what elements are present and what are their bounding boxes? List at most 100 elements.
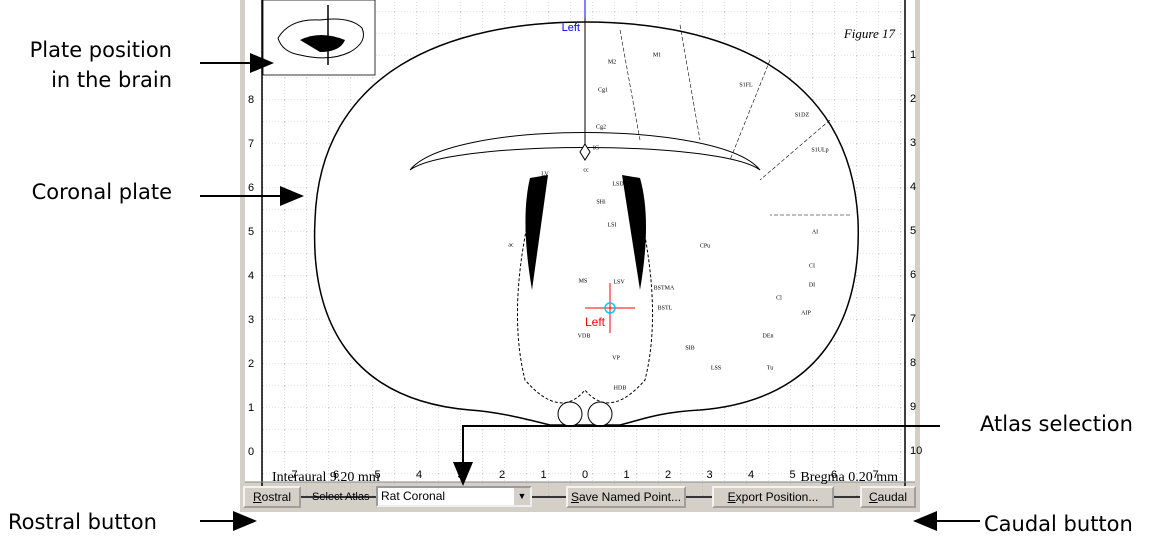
brain-outline — [313, 21, 859, 426]
caudal-button[interactable]: Caudal — [860, 486, 916, 508]
atlas-value: Rat Coronal — [381, 489, 446, 503]
save-button[interactable]: Save Named Point... — [566, 486, 686, 508]
region-label: IG — [593, 145, 600, 151]
left-top: Left — [562, 22, 580, 34]
region-label: AIP — [801, 310, 811, 316]
corpus-callosum — [409, 132, 761, 171]
right-scale-label: 10 — [910, 445, 922, 457]
atlas-select[interactable]: Rat Coronal ▼ — [376, 486, 532, 507]
ventricle-left — [525, 175, 548, 290]
right-scale-label: 4 — [910, 181, 916, 193]
bottom-scale-label: 3 — [457, 469, 463, 481]
bottom-scale-label: 6 — [333, 469, 339, 481]
left-scale-label: 2 — [248, 358, 254, 370]
left-scale-label: 0 — [248, 446, 254, 458]
bottom-scale-label: 4 — [416, 469, 422, 481]
dropdown-arrow[interactable]: ▼ — [513, 488, 530, 505]
region-label: BSTMA — [654, 285, 675, 291]
region-label: DI — [809, 282, 815, 288]
callout-caudal: Caudal button — [984, 512, 1133, 536]
region-label: LSS — [711, 365, 721, 371]
right-scale-label: 6 — [910, 269, 916, 281]
button-label: Export Position... — [727, 490, 819, 504]
region-label: LSD — [612, 181, 624, 187]
right-scale-label: 7 — [910, 313, 916, 325]
region-label: Cl — [776, 295, 782, 301]
region-label: Tu — [767, 365, 773, 371]
button-label: Rostral — [252, 490, 291, 504]
region-label: BSTL — [658, 305, 673, 311]
bottom-scale-label: 1 — [623, 469, 629, 481]
septum — [516, 179, 654, 404]
region-label: cc — [583, 167, 589, 173]
left-cursor: Left — [585, 315, 606, 329]
export-button[interactable]: Export Position... — [712, 486, 834, 508]
bottom-scale-label: 2 — [499, 469, 505, 481]
right-scale-label: 3 — [910, 137, 916, 149]
bottom-scale-label: 5 — [789, 469, 795, 481]
bottom-scale-label: 3 — [706, 469, 712, 481]
arrow — [453, 425, 940, 486]
left-scale-label: 3 — [248, 314, 254, 326]
right-scale-label: 5 — [910, 225, 916, 237]
callout-line: Plate position — [29, 38, 172, 62]
right-scale-label: 1 — [910, 49, 916, 61]
region-boundaries — [619, 24, 850, 216]
callout-rostral: Rostral button — [8, 510, 157, 534]
bregma: Bregma 0.20 mm — [800, 470, 898, 485]
button-label: Caudal — [868, 490, 908, 504]
callout-line: in the brain — [51, 68, 172, 92]
bottom-scale-label: 5 — [374, 469, 380, 481]
region-label: Cg2 — [596, 124, 606, 130]
left-scale-label: 7 — [248, 138, 254, 150]
region-label: ac — [508, 242, 514, 248]
region-label: SHi — [596, 199, 606, 205]
region-label: S1FL — [739, 82, 753, 88]
region-label: Cg1 — [598, 87, 608, 93]
bottom-scale-label: 4 — [748, 469, 754, 481]
left-scale-label: 6 — [248, 182, 254, 194]
region-label: LSI — [608, 222, 617, 228]
left-scale-label: 5 — [248, 226, 254, 238]
interaural: Interaural 9.20 mm — [272, 470, 380, 485]
region-label: DEn — [763, 333, 774, 339]
select-atlas-label: Select Atlas — [312, 491, 370, 503]
region-label: S1DZ — [795, 112, 810, 118]
optic-left — [557, 401, 583, 427]
left-scale-label: 4 — [248, 270, 254, 282]
right-scale-label: 8 — [910, 357, 916, 369]
bottom-scale-label: 7 — [291, 469, 297, 481]
region-label: AI — [812, 229, 818, 235]
inset-brain — [277, 18, 364, 59]
figure-label: Figure 17 — [843, 26, 896, 41]
rostral-button[interactable]: Rostral — [243, 486, 301, 508]
bottom-scale-label: 7 — [872, 469, 878, 481]
callout-atlas: Atlas selection — [980, 412, 1133, 436]
left-scale-label: 8 — [248, 94, 254, 106]
left-scale-label: 1 — [248, 402, 254, 414]
bottom-scale-label: 6 — [831, 469, 837, 481]
right-scale-label: 9 — [910, 401, 916, 413]
callout-arrows — [200, 53, 980, 531]
region-label: LSV — [613, 279, 625, 285]
region-label: M1 — [653, 52, 661, 58]
region-label: MS — [579, 278, 588, 284]
bottom-scale-label: 1 — [540, 469, 546, 481]
region-label: LV — [541, 171, 549, 177]
bottom-scale-label: 2 — [665, 469, 671, 481]
callout-coronal-plate: Coronal plate — [31, 180, 172, 204]
midline-diamond — [579, 143, 591, 161]
ventricle-right — [622, 175, 646, 290]
callout-plate-position: Plate position in the brain — [30, 35, 172, 95]
region-label: SIB — [685, 345, 694, 351]
region-label: CPu — [700, 243, 710, 249]
region-label: HDB — [614, 385, 627, 391]
optic-right — [587, 401, 613, 427]
region-label: S1ULp — [811, 147, 828, 153]
region-label: VP — [612, 355, 620, 361]
inset-detail — [300, 35, 345, 52]
right-scale-label: 2 — [910, 93, 916, 105]
cursor-dot — [604, 302, 616, 314]
